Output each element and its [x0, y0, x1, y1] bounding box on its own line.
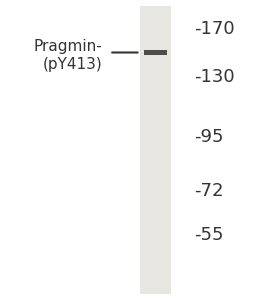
Bar — [144, 50, 167, 55]
Bar — [140, 6, 171, 294]
Text: -95: -95 — [194, 128, 224, 146]
Text: Pragmin-: Pragmin- — [34, 39, 103, 54]
Text: (pY413): (pY413) — [43, 57, 103, 72]
Text: -55: -55 — [194, 226, 224, 244]
Text: -170: -170 — [194, 20, 235, 38]
Text: -72: -72 — [194, 182, 224, 200]
Text: -130: -130 — [194, 68, 235, 85]
